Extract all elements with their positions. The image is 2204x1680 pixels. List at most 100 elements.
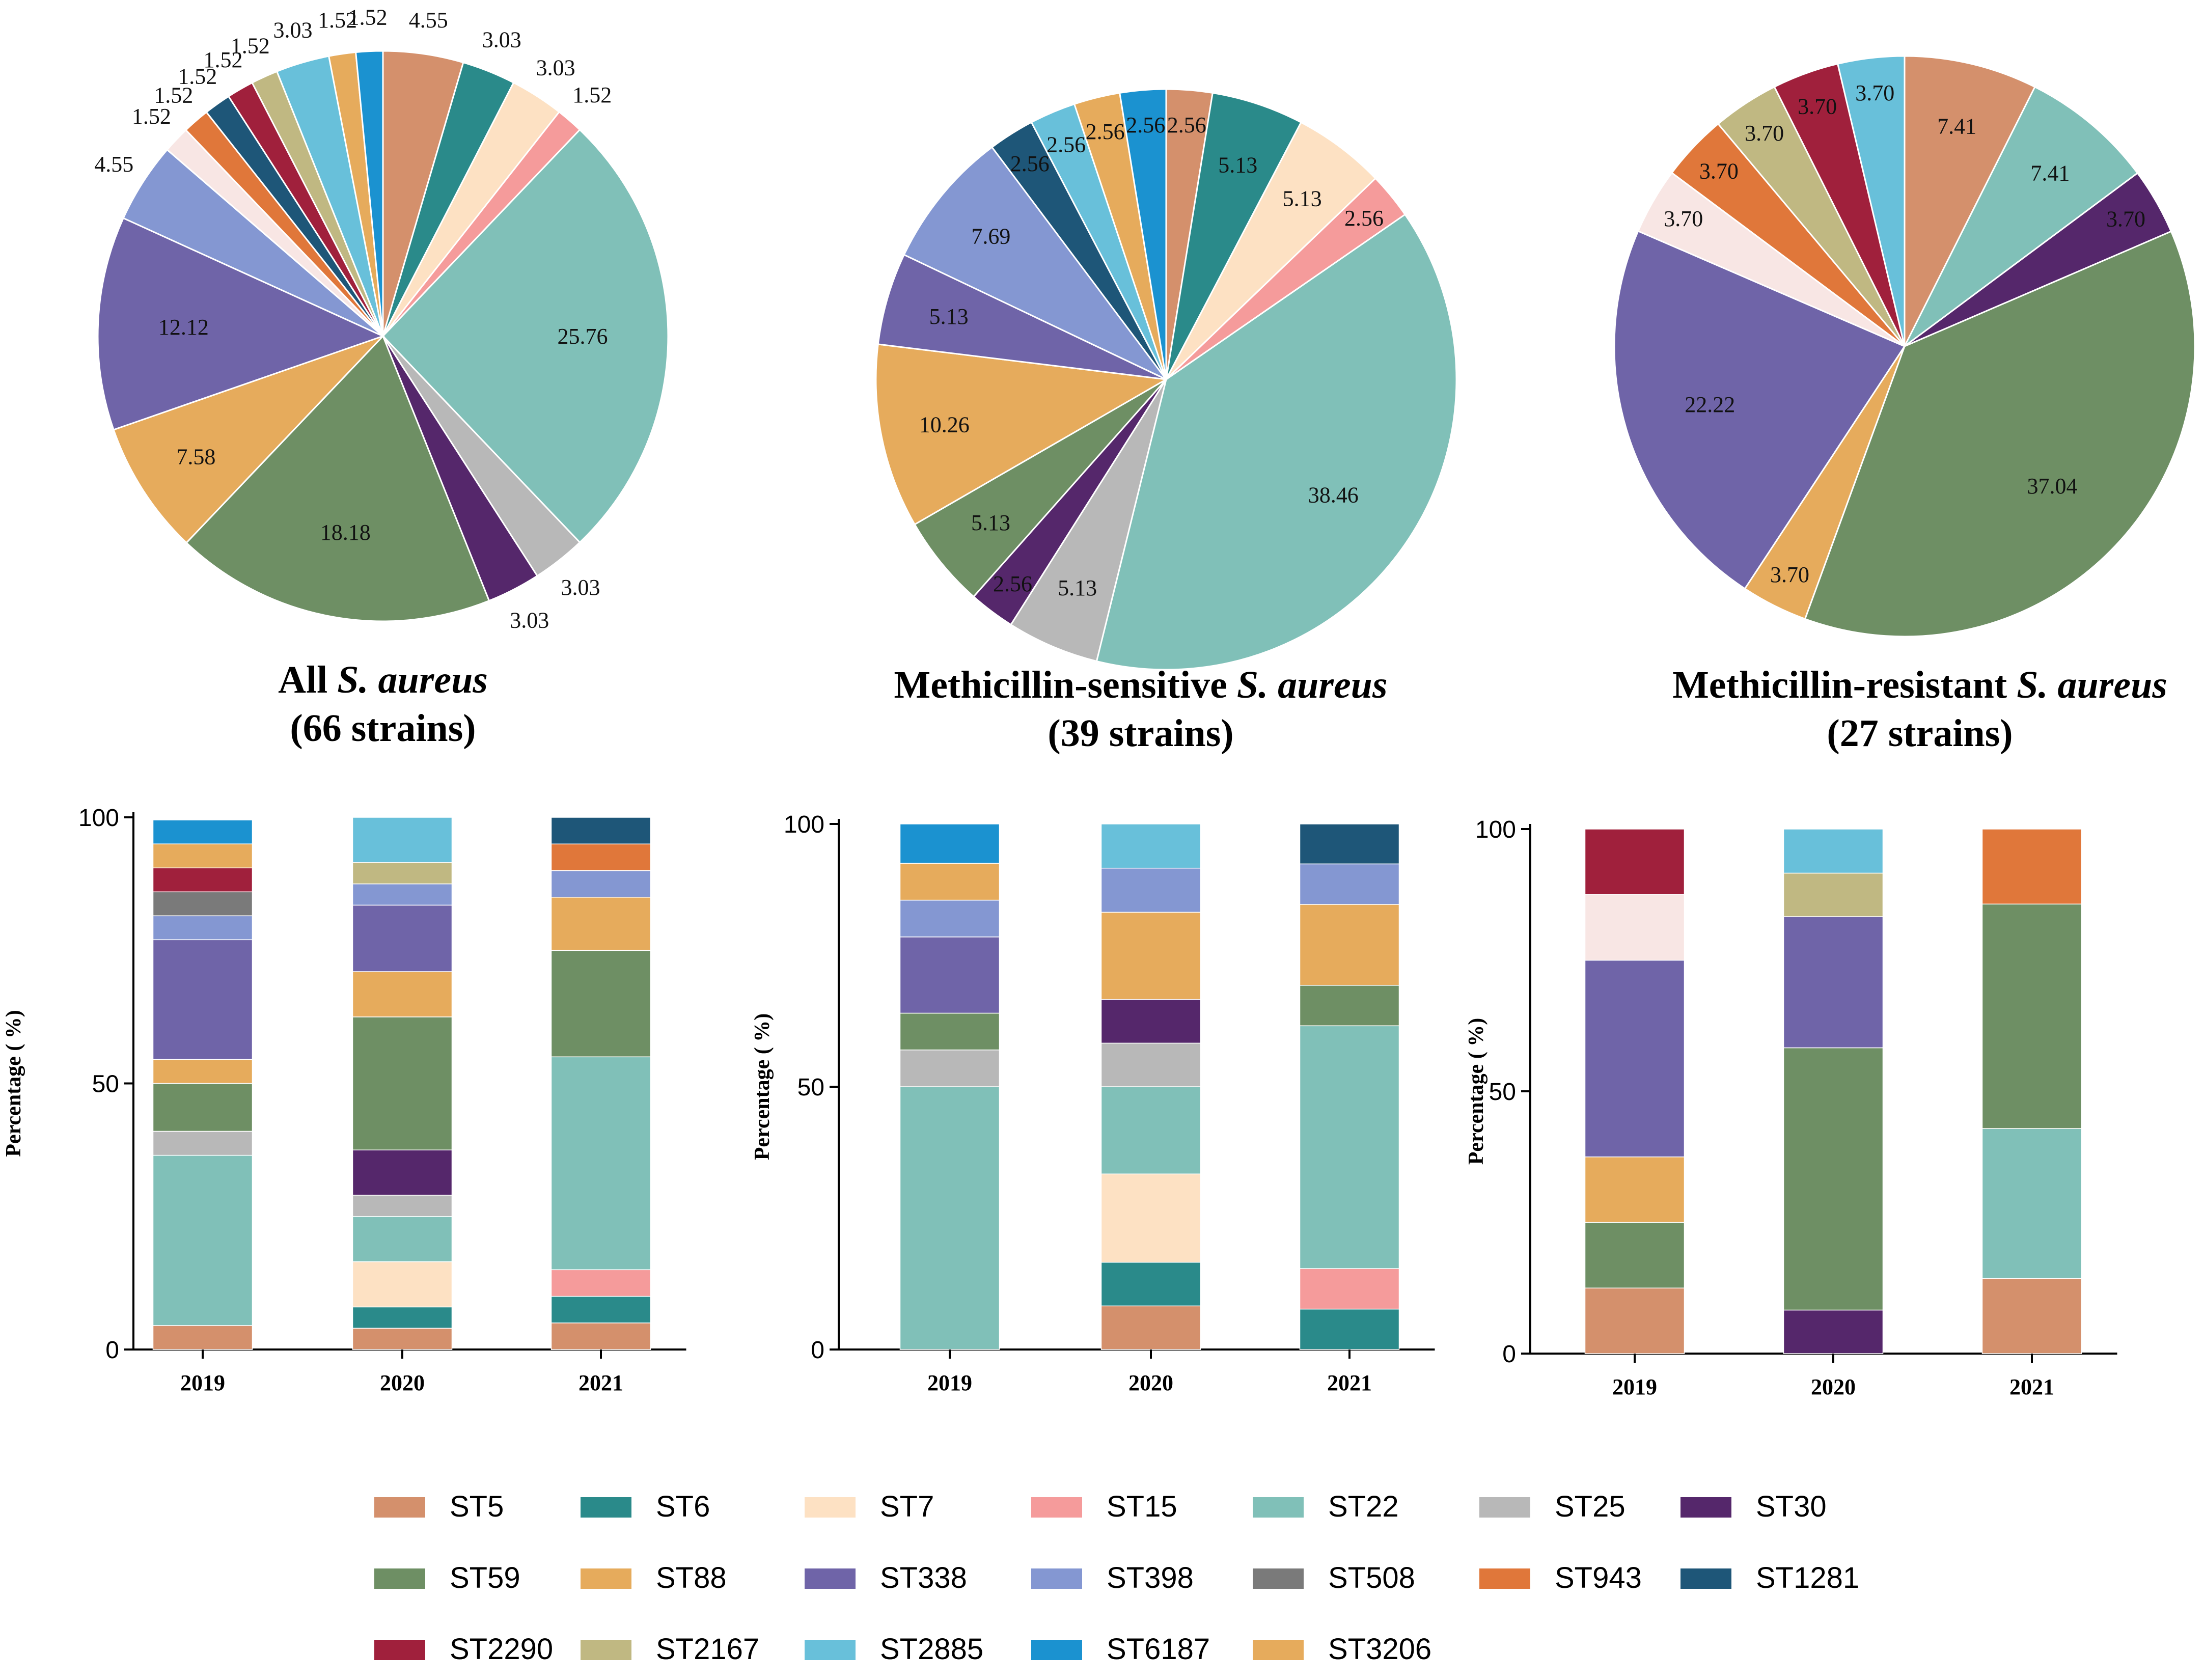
pie-value-label: 5.13 <box>1058 575 1097 600</box>
legend-label: ST2290 <box>450 1633 553 1666</box>
pie-title: All S. aureus <box>278 658 488 701</box>
legend-label: ST2885 <box>880 1633 983 1666</box>
y-tick-label: 50 <box>1489 1079 1516 1106</box>
pie-value-label: 2.56 <box>993 571 1032 596</box>
bar-segment-st25 <box>899 1050 1000 1087</box>
pie-slice-st25 <box>1010 379 1167 663</box>
pie-value-label: 1.52 <box>318 8 357 33</box>
pie-value-label: 3.70 <box>1664 206 1703 231</box>
pie-title: Methicillin-resistant S. aureus <box>1672 664 2167 706</box>
legend-item-st7: ST7 <box>805 1490 934 1523</box>
bar-segment-st3206 <box>899 863 1000 901</box>
legend-label: ST338 <box>880 1561 967 1594</box>
legend-swatch <box>1479 1568 1530 1589</box>
legend-item-st6: ST6 <box>581 1490 710 1523</box>
legend-swatch <box>1031 1497 1082 1518</box>
pie-slice-st88 <box>875 343 1169 526</box>
pie-value-label: 5.13 <box>1218 152 1257 177</box>
bar-chart-1: 0 50 100 Percentage ( %) 2019 2020 2021 <box>2 805 686 1395</box>
bar-segment-st2167 <box>1783 872 1884 917</box>
bar-segment-st88 <box>1299 904 1400 986</box>
bar-segment-st15 <box>1299 1268 1400 1310</box>
pie-value-label: 4.55 <box>94 152 133 177</box>
pie-value-label: 37.04 <box>2027 474 2078 499</box>
bar-segment-st22 <box>899 1086 1000 1350</box>
legend-swatch <box>1479 1497 1530 1518</box>
legend-swatch <box>1253 1568 1304 1589</box>
bar-segment-st25 <box>352 1195 453 1217</box>
pie-value-label: 38.46 <box>1308 483 1359 508</box>
legend-label: ST7 <box>880 1490 934 1523</box>
bar-segment-st5 <box>1981 1278 2082 1354</box>
bar-segment-st30 <box>1783 1309 1884 1354</box>
pie-slice-st59 <box>1804 230 2196 638</box>
bar-segment-st6 <box>1299 1308 1400 1350</box>
pie-subtitle: (27 strains) <box>1827 712 2013 755</box>
bar-segment-st59 <box>1981 903 2082 1129</box>
pie-value-label: 3.03 <box>273 17 313 42</box>
bar-segment-stpink <box>1584 894 1685 961</box>
pie-value-label: 7.69 <box>971 224 1010 249</box>
legend-swatch <box>374 1497 425 1518</box>
pie-slice-st2885 <box>1836 55 1906 347</box>
legend-item-st25: ST25 <box>1479 1490 1626 1523</box>
legend-item-st2167: ST2167 <box>581 1633 759 1666</box>
bar-segment-st1281 <box>550 817 651 845</box>
bar-segment-st88 <box>1100 912 1201 1000</box>
pie-slice-st59 <box>914 378 1167 598</box>
bar-segment-st2290 <box>1584 829 1685 895</box>
y-tick-label: 50 <box>797 1074 824 1101</box>
y-tick-label: 100 <box>78 805 119 832</box>
bar-segment-st2290 <box>152 867 253 893</box>
bar-chart-3: 0 50 100 Percentage ( %) 2019 2020 2021 <box>1465 816 2117 1399</box>
pie-value-label: 3.70 <box>1745 121 1784 146</box>
legend-label: ST2167 <box>656 1633 759 1666</box>
bar-segment-st25 <box>152 1131 253 1156</box>
legend-item-st508: ST508 <box>1253 1561 1415 1594</box>
bar-segment-st398 <box>899 899 1000 938</box>
pie-value-label: 3.03 <box>510 608 549 632</box>
pie-value-label: 22.22 <box>1685 392 1735 417</box>
legend-swatch <box>805 1568 856 1589</box>
bar-segment-st59 <box>352 1016 453 1150</box>
bar-segment-st508 <box>152 891 253 917</box>
y-tick-label: 100 <box>1475 816 1516 843</box>
pie-value-label: 7.41 <box>1937 114 1976 139</box>
pie-value-label: 2.56 <box>1126 113 1165 137</box>
legend: ST5 ST6 ST7 ST15 ST22 ST25 ST30 ST59 ST88 ST338 ST… <box>374 1490 1859 1666</box>
bar-segment-st6187 <box>152 819 253 844</box>
pie-slice-st6 <box>1165 92 1302 380</box>
bar-segment-st338 <box>152 939 253 1060</box>
bar-segment-st6 <box>550 1296 651 1324</box>
legend-swatch <box>1680 1568 1731 1589</box>
bar-segment-st15 <box>550 1269 651 1297</box>
pie-slice-st5 <box>1904 55 2036 347</box>
legend-item-st6187: ST6187 <box>1031 1633 1210 1666</box>
legend-item-st943: ST943 <box>1479 1561 1642 1594</box>
legend-item-st2290: ST2290 <box>374 1633 553 1666</box>
pie-value-label: 1.52 <box>204 47 243 72</box>
pie-value-label: 1.52 <box>132 104 171 129</box>
bar-segment-st5 <box>352 1328 453 1350</box>
pie-value-label: 3.70 <box>1699 159 1739 184</box>
x-tick-label: 2021 <box>578 1370 623 1395</box>
legend-label: ST15 <box>1107 1490 1177 1523</box>
bar-segment-st5 <box>1100 1305 1201 1350</box>
legend-item-st338: ST338 <box>805 1561 967 1594</box>
legend-swatch <box>1680 1497 1731 1518</box>
legend-label: ST1281 <box>1756 1561 1859 1594</box>
bar-segment-st338 <box>1584 959 1685 1158</box>
legend-item-st88: ST88 <box>581 1561 727 1594</box>
legend-item-st398: ST398 <box>1031 1561 1194 1594</box>
pie-value-label: 3.03 <box>536 55 575 80</box>
x-tick-label: 2020 <box>1811 1374 1856 1399</box>
pie-value-label: 5.13 <box>971 510 1010 535</box>
legend-swatch <box>805 1640 856 1660</box>
bar-segment-st6187 <box>899 823 1000 864</box>
pie-value-label: 2.56 <box>1344 206 1384 231</box>
bar-segment-st7 <box>352 1261 453 1308</box>
y-tick-label: 0 <box>811 1337 824 1364</box>
bar-chart-2: 0 50 100 Percentage ( %) 2019 2020 2021 <box>751 811 1435 1395</box>
bar-segment-st22 <box>1100 1086 1201 1175</box>
pie-charts: 4.553.033.031.5225.763.033.0318.187.5812… <box>94 5 2196 755</box>
